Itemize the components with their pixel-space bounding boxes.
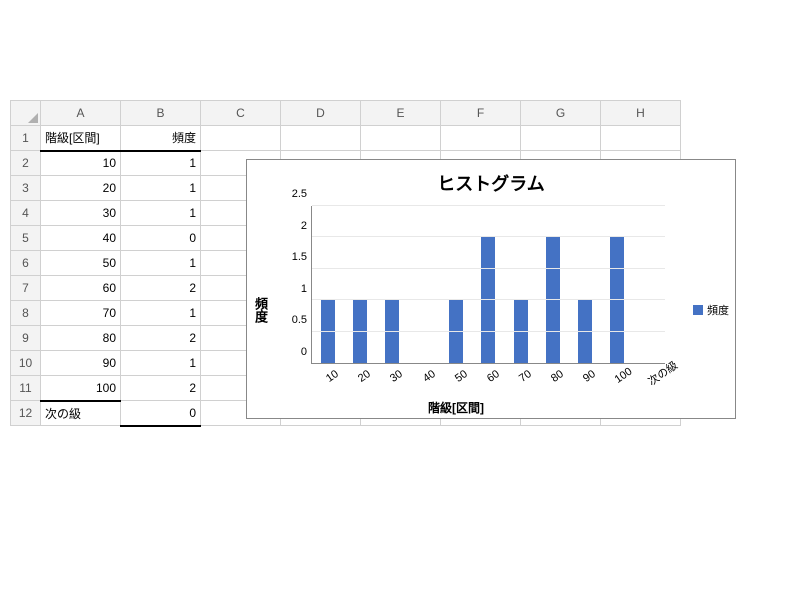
chart-bars [312, 206, 665, 363]
cell-g1[interactable] [521, 126, 601, 151]
col-header-g[interactable]: G [521, 101, 601, 126]
cell-h1[interactable] [601, 126, 681, 151]
legend-swatch-icon [693, 305, 703, 315]
col-header-d[interactable]: D [281, 101, 361, 126]
chart-ylabel: 頻度 [251, 297, 270, 323]
histogram-chart[interactable]: ヒストグラム 頻度 0 0.5 1 1.5 2 2.5 10203040506070809… [246, 159, 736, 419]
xtick: 50 [451, 368, 477, 397]
col-header-c[interactable]: C [201, 101, 281, 126]
xtick: 100 [612, 368, 638, 397]
ytick: 0.5 [292, 314, 307, 326]
xtick: 40 [419, 368, 445, 397]
ytick: 2.5 [292, 188, 307, 200]
row-header-2[interactable]: 2 [11, 151, 41, 176]
cell-b4[interactable]: 1 [121, 201, 201, 226]
row-header-5[interactable]: 5 [11, 226, 41, 251]
ytick: 2 [301, 220, 307, 232]
cell-c1[interactable] [201, 126, 281, 151]
cell-a1[interactable]: 階級[区間] [41, 126, 121, 151]
cell-d1[interactable] [281, 126, 361, 151]
row-header-1[interactable]: 1 [11, 126, 41, 151]
ytick: 0 [301, 346, 307, 358]
cell-b7[interactable]: 2 [121, 276, 201, 301]
legend-label: 頻度 [707, 302, 729, 318]
row-header-9[interactable]: 9 [11, 326, 41, 351]
cell-b9[interactable]: 2 [121, 326, 201, 351]
chart-title: ヒストグラム [247, 160, 735, 200]
xtick: 90 [580, 368, 606, 397]
col-header-b[interactable]: B [121, 101, 201, 126]
row-header-8[interactable]: 8 [11, 301, 41, 326]
cell-a3[interactable]: 20 [41, 176, 121, 201]
row-header-7[interactable]: 7 [11, 276, 41, 301]
row-header-3[interactable]: 3 [11, 176, 41, 201]
xtick: 20 [355, 368, 381, 397]
cell-a7[interactable]: 60 [41, 276, 121, 301]
xtick: 30 [387, 368, 413, 397]
row-header-6[interactable]: 6 [11, 251, 41, 276]
cell-a8[interactable]: 70 [41, 301, 121, 326]
xtick: 60 [483, 368, 509, 397]
cell-b12[interactable]: 0 [121, 401, 201, 426]
chart-bar [610, 237, 624, 363]
chart-bar [481, 237, 495, 363]
cell-b3[interactable]: 1 [121, 176, 201, 201]
cell-b11[interactable]: 2 [121, 376, 201, 401]
row-header-10[interactable]: 10 [11, 351, 41, 376]
cell-a4[interactable]: 30 [41, 201, 121, 226]
cell-a10[interactable]: 90 [41, 351, 121, 376]
select-all-corner[interactable] [11, 101, 41, 126]
col-header-a[interactable]: A [41, 101, 121, 126]
cell-a5[interactable]: 40 [41, 226, 121, 251]
cell-a11[interactable]: 100 [41, 376, 121, 401]
cell-a12[interactable]: 次の級 [41, 401, 121, 426]
cell-a9[interactable]: 80 [41, 326, 121, 351]
cell-b10[interactable]: 1 [121, 351, 201, 376]
chart-bar [546, 237, 560, 363]
chart-plot-area [311, 206, 665, 364]
col-header-e[interactable]: E [361, 101, 441, 126]
xtick: 次の級 [644, 368, 670, 397]
cell-f1[interactable] [441, 126, 521, 151]
chart-yaxis: 00.511.522.5 [279, 206, 309, 364]
cell-b2[interactable]: 1 [121, 151, 201, 176]
row-header-12[interactable]: 12 [11, 401, 41, 426]
col-header-f[interactable]: F [441, 101, 521, 126]
ytick: 1 [301, 283, 307, 295]
cell-a2[interactable]: 10 [41, 151, 121, 176]
xtick: 10 [323, 368, 349, 397]
cell-e1[interactable] [361, 126, 441, 151]
row-header-11[interactable]: 11 [11, 376, 41, 401]
col-header-h[interactable]: H [601, 101, 681, 126]
cell-b8[interactable]: 1 [121, 301, 201, 326]
xtick: 80 [548, 368, 574, 397]
ytick: 1.5 [292, 251, 307, 263]
cell-b5[interactable]: 0 [121, 226, 201, 251]
chart-xlabel: 階級[区間] [247, 399, 665, 416]
cell-a6[interactable]: 50 [41, 251, 121, 276]
row-header-4[interactable]: 4 [11, 201, 41, 226]
chart-xaxis: 102030405060708090100次の級 [311, 364, 665, 390]
cell-b1[interactable]: 頻度 [121, 126, 201, 151]
chart-legend: 頻度 [693, 302, 729, 318]
cell-b6[interactable]: 1 [121, 251, 201, 276]
xtick: 70 [516, 368, 542, 397]
